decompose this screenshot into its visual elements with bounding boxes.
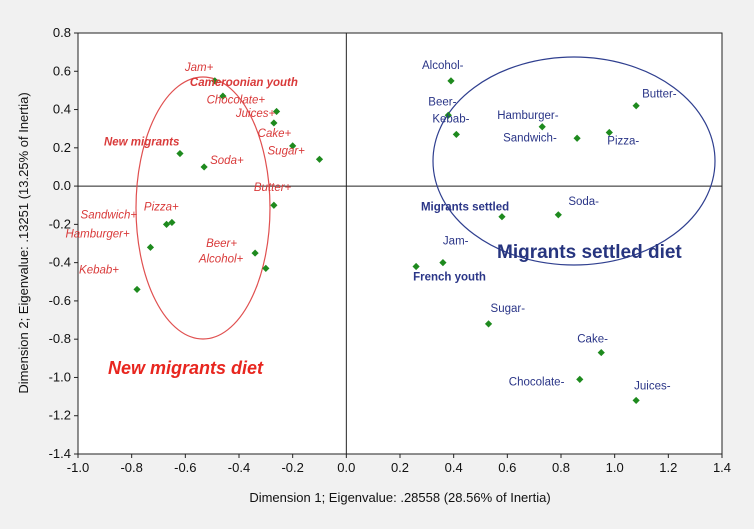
y-tick-label: 0.4 (53, 102, 71, 117)
point-marker (439, 259, 447, 267)
x-tick-label: 0.0 (337, 460, 355, 475)
migrants-settled-diet-label: Migrants settled diet (497, 242, 682, 263)
point-marker (447, 77, 455, 85)
point-marker (162, 220, 171, 228)
y-tick-label: -0.2 (49, 216, 71, 231)
point-marker (211, 77, 219, 85)
y-tick-label: -1.0 (49, 369, 71, 384)
migrants-settled-ellipse (432, 56, 716, 266)
y-axis-title: Dimension 2; Eigenvalue: .13251 (13.25% … (16, 92, 31, 393)
point-label: Chocolate+ (207, 94, 266, 106)
point-marker (168, 218, 176, 227)
point-marker (573, 134, 581, 142)
point-marker (484, 320, 493, 328)
point-marker (605, 128, 613, 137)
point-marker (452, 130, 460, 139)
y-tick-label: -1.4 (49, 446, 71, 461)
point-label: Hamburger- (497, 110, 559, 122)
y-tick-label: 0.0 (53, 178, 71, 193)
x-tick-label: -1.0 (67, 460, 89, 475)
point-label: Butter+ (254, 182, 292, 194)
point-label: Kebab+ (79, 264, 119, 276)
x-tick-label: -0.2 (281, 460, 303, 475)
point-marker (200, 163, 208, 171)
new-migrants-ellipse (135, 76, 271, 340)
point-label: Soda- (568, 196, 599, 208)
x-axis-title: Dimension 1; Eigenvalue: .28558 (28.56% … (249, 490, 550, 505)
y-tick-label: -0.4 (49, 255, 71, 270)
point-label: Juices+ (235, 108, 276, 120)
point-label: New migrants (104, 137, 179, 149)
y-tick-label: 0.8 (53, 25, 71, 40)
point-label: Soda+ (210, 155, 244, 167)
y-tick-label: 0.6 (53, 63, 71, 78)
point-marker (315, 155, 324, 163)
point-marker (632, 102, 640, 110)
x-tick-label: 1.4 (713, 460, 731, 475)
point-label: Cameroonian youth (190, 77, 298, 89)
point-label: Pizza- (607, 136, 639, 148)
data-points: Jam+ Cameroonian youth Chocolate+ New migra… (65, 60, 677, 405)
point-label: Cake+ (258, 128, 292, 140)
y-tick-label: -0.8 (49, 331, 71, 346)
x-tick-label: 0.8 (552, 460, 570, 475)
x-tick-label: -0.6 (174, 460, 196, 475)
x-axis-ticks: -1.0 -0.8 -0.6 -0.4 -0.2 0.0 0.2 0.4 0.6 0.8 1.0 1.… (67, 454, 731, 475)
point-marker (576, 375, 584, 383)
point-label: Hamburger+ (65, 228, 130, 240)
point-marker (270, 201, 278, 209)
point-label: Jam+ (184, 62, 214, 74)
y-tick-label: 0.2 (53, 140, 71, 155)
point-label: Chocolate- (509, 376, 565, 388)
point-label: French youth (413, 271, 486, 283)
point-marker (262, 264, 270, 272)
y-tick-label: -0.6 (49, 293, 71, 308)
x-tick-label: -0.4 (228, 460, 250, 475)
point-marker (538, 123, 546, 131)
point-label: Sugar+ (268, 145, 306, 157)
new-migrants-diet-label: New migrants diet (108, 358, 264, 378)
x-tick-label: 1.2 (659, 460, 677, 475)
point-marker (597, 348, 605, 357)
point-label: Alcohol- (422, 60, 464, 72)
x-tick-label: -0.8 (120, 460, 142, 475)
point-label: Cake- (577, 334, 608, 346)
plot-frame (77, 32, 723, 455)
point-label: Migrants settled (421, 202, 509, 214)
point-marker (444, 111, 452, 119)
point-marker (289, 142, 297, 150)
point-marker (554, 211, 562, 219)
x-tick-label: 0.2 (391, 460, 409, 475)
point-marker (270, 119, 278, 127)
x-tick-label: 0.4 (445, 460, 463, 475)
point-label: Pizza+ (144, 201, 179, 213)
point-marker (133, 285, 141, 294)
point-label: Jam- (443, 236, 469, 248)
point-marker (272, 107, 281, 116)
x-tick-label: 0.6 (498, 460, 516, 475)
point-label: Sugar- (491, 303, 526, 315)
point-marker (251, 249, 259, 257)
y-axis-ticks: 0.8 0.6 0.4 0.2 0.0 -0.2 -0.4 -0.6 -0.8 -1.0 -1.2 -… (49, 25, 78, 461)
point-label: Sandwich- (503, 132, 557, 144)
point-label: Kebab- (432, 113, 469, 125)
point-marker (498, 213, 506, 221)
point-label: Beer+ (206, 238, 237, 250)
point-marker (146, 243, 155, 251)
x-tick-label: 1.0 (606, 460, 624, 475)
point-marker (412, 262, 420, 271)
point-marker (176, 149, 184, 158)
point-label: Juices- (634, 380, 671, 392)
point-marker (632, 396, 640, 405)
point-label: Beer- (428, 96, 456, 108)
point-label: Alcohol+ (198, 253, 244, 265)
y-tick-label: -1.2 (49, 408, 71, 423)
point-marker (219, 92, 227, 100)
point-label: Butter- (642, 89, 677, 101)
point-label: Sandwich+ (81, 209, 138, 221)
